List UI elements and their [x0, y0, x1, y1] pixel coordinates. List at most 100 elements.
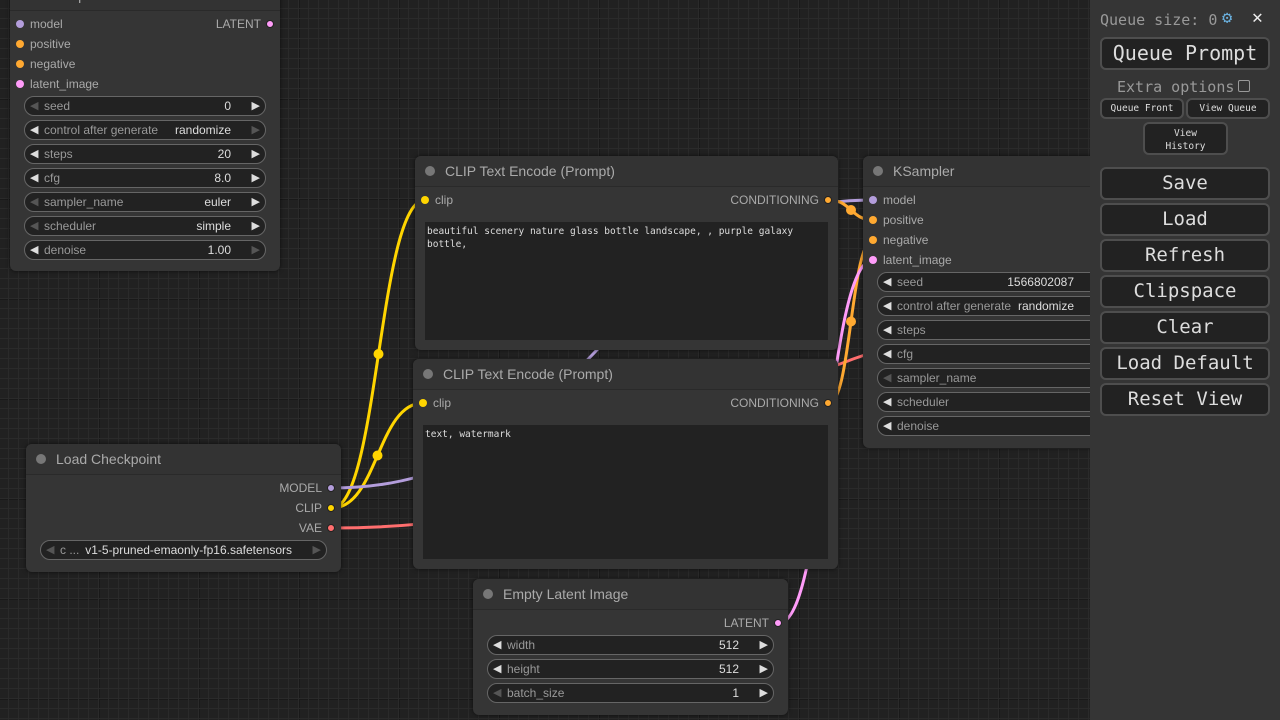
increment-arrow-icon[interactable]: ▶ [759, 639, 768, 651]
queue-prompt-button[interactable]: Queue Prompt [1100, 37, 1270, 70]
input-slot-latent-image[interactable]: latent_image [869, 253, 952, 267]
output-slot-conditioning[interactable]: CONDITIONING [730, 193, 832, 207]
link-midpoint-icon[interactable] [846, 316, 856, 327]
decrement-arrow-icon[interactable]: ◀ [30, 196, 39, 208]
output-slot-clip[interactable]: CLIP [295, 501, 335, 515]
input-dot-icon[interactable] [869, 196, 877, 204]
decrement-arrow-icon[interactable]: ◀ [493, 639, 502, 651]
widget-steps[interactable]: ◀ steps 20 ▶ [24, 144, 266, 164]
widget-sampler-name[interactable]: ◀ sampler_name euler ▶ [24, 192, 266, 212]
increment-arrow-icon[interactable]: ▶ [251, 220, 260, 232]
collapse-dot-icon[interactable] [36, 454, 46, 464]
widget-c[interactable]: ◀ c ... v1-5-pruned-emaonly-fp16.safetenso… [40, 540, 327, 560]
prompt-textarea[interactable]: beautiful scenery nature glass bottle la… [425, 222, 828, 340]
decrement-arrow-icon[interactable]: ◀ [46, 544, 55, 556]
input-dot-icon[interactable] [16, 20, 24, 28]
close-icon[interactable]: ✕ [1252, 7, 1263, 28]
decrement-arrow-icon[interactable]: ◀ [30, 220, 39, 232]
input-dot-icon[interactable] [869, 256, 877, 264]
reset-view-button[interactable]: Reset View [1100, 383, 1270, 416]
decrement-arrow-icon[interactable]: ◀ [30, 148, 39, 160]
save-button[interactable]: Save [1100, 167, 1270, 200]
view-queue-button[interactable]: View Queue [1186, 98, 1270, 119]
extra-options-checkbox[interactable] [1238, 80, 1250, 92]
output-dot-icon[interactable] [266, 20, 274, 28]
output-dot-icon[interactable] [824, 196, 832, 204]
increment-arrow-icon[interactable]: ▶ [759, 663, 768, 675]
decrement-arrow-icon[interactable]: ◀ [493, 687, 502, 699]
input-slot-clip[interactable]: clip [421, 193, 453, 207]
input-dot-icon[interactable] [421, 196, 429, 204]
node-title-bar[interactable]: CLIP Text Encode (Prompt) [413, 359, 838, 390]
output-dot-icon[interactable] [327, 504, 335, 512]
collapse-dot-icon[interactable] [425, 166, 435, 176]
link-midpoint-icon[interactable] [373, 349, 384, 359]
node-title-bar[interactable]: KSampler [863, 156, 1123, 187]
input-slot-positive[interactable]: positive [869, 213, 924, 227]
increment-arrow-icon[interactable]: ▶ [251, 172, 260, 184]
decrement-arrow-icon[interactable]: ◀ [883, 372, 892, 384]
load-button[interactable]: Load [1100, 203, 1270, 236]
increment-arrow-icon[interactable]: ▶ [251, 124, 260, 136]
decrement-arrow-icon[interactable]: ◀ [883, 276, 892, 288]
node-title-bar[interactable]: CLIP Text Encode (Prompt) [415, 156, 838, 187]
input-dot-icon[interactable] [16, 40, 24, 48]
widget-cfg[interactable]: ◀cfg▶ [877, 344, 1109, 364]
input-slot-negative[interactable]: negative [16, 57, 75, 71]
output-slot-vae[interactable]: VAE [299, 521, 335, 535]
node-ksampler[interactable]: KSampler model positive negative latent_imag… [863, 156, 1123, 448]
widget-width[interactable]: ◀ width 512 ▶ [487, 635, 774, 655]
widget-batch-size[interactable]: ◀ batch_size 1 ▶ [487, 683, 774, 703]
input-slot-negative[interactable]: negative [869, 233, 928, 247]
decrement-arrow-icon[interactable]: ◀ [883, 324, 892, 336]
node-title-bar[interactable]: Load Checkpoint [26, 444, 341, 475]
increment-arrow-icon[interactable]: ▶ [251, 100, 260, 112]
increment-arrow-icon[interactable]: ▶ [312, 544, 321, 556]
increment-arrow-icon[interactable]: ▶ [251, 196, 260, 208]
refresh-button[interactable]: Refresh [1100, 239, 1270, 272]
widget-scheduler[interactable]: ◀ scheduler simple ▶ [24, 216, 266, 236]
decrement-arrow-icon[interactable]: ◀ [30, 244, 39, 256]
decrement-arrow-icon[interactable]: ◀ [883, 348, 892, 360]
output-dot-icon[interactable] [824, 399, 832, 407]
output-slot-latent[interactable]: LATENT [724, 616, 782, 630]
load-default-button[interactable]: Load Default [1100, 347, 1270, 380]
prompt-textarea[interactable]: text, watermark [423, 425, 828, 559]
input-slot-model[interactable]: model [869, 193, 916, 207]
widget-seed[interactable]: ◀ seed 0 ▶ [24, 96, 266, 116]
output-dot-icon[interactable] [327, 524, 335, 532]
input-dot-icon[interactable] [16, 60, 24, 68]
view-history-button[interactable]: View History [1143, 122, 1228, 155]
decrement-arrow-icon[interactable]: ◀ [30, 124, 39, 136]
node-checkpoint[interactable]: Load Checkpoint MODEL CLIP VAE ◀ c ... v1-5-pr… [26, 444, 341, 572]
collapse-dot-icon[interactable] [873, 166, 883, 176]
link-midpoint-icon[interactable] [372, 450, 383, 461]
node-clip-neg[interactable]: CLIP Text Encode (Prompt) clip CONDITIONIN… [413, 359, 838, 569]
node-title-bar[interactable]: Empty Latent Image [473, 579, 788, 610]
node-clip-pos[interactable]: CLIP Text Encode (Prompt) clip CONDITIONIN… [415, 156, 838, 350]
output-dot-icon[interactable] [327, 484, 335, 492]
input-slot-positive[interactable]: positive [16, 37, 71, 51]
link-midpoint-icon[interactable] [846, 205, 856, 215]
increment-arrow-icon[interactable]: ▶ [251, 148, 260, 160]
input-dot-icon[interactable] [16, 80, 24, 88]
input-dot-icon[interactable] [869, 236, 877, 244]
decrement-arrow-icon[interactable]: ◀ [883, 396, 892, 408]
widget-denoise[interactable]: ◀denoise▶ [877, 416, 1109, 436]
decrement-arrow-icon[interactable]: ◀ [883, 300, 892, 312]
node-latent[interactable]: Empty Latent Image LATENT ◀ width 512 ▶ ◀ heigh… [473, 579, 788, 715]
input-slot-model[interactable]: model [16, 17, 63, 31]
output-slot-conditioning[interactable]: CONDITIONING [730, 396, 832, 410]
decrement-arrow-icon[interactable]: ◀ [30, 100, 39, 112]
decrement-arrow-icon[interactable]: ◀ [30, 172, 39, 184]
input-dot-icon[interactable] [869, 216, 877, 224]
widget-sampler-name[interactable]: ◀sampler_name▶ [877, 368, 1109, 388]
input-dot-icon[interactable] [419, 399, 427, 407]
widget-cfg[interactable]: ◀ cfg 8.0 ▶ [24, 168, 266, 188]
clear-button[interactable]: Clear [1100, 311, 1270, 344]
collapse-dot-icon[interactable] [423, 369, 433, 379]
output-slot-latent[interactable]: LATENT [216, 17, 274, 31]
